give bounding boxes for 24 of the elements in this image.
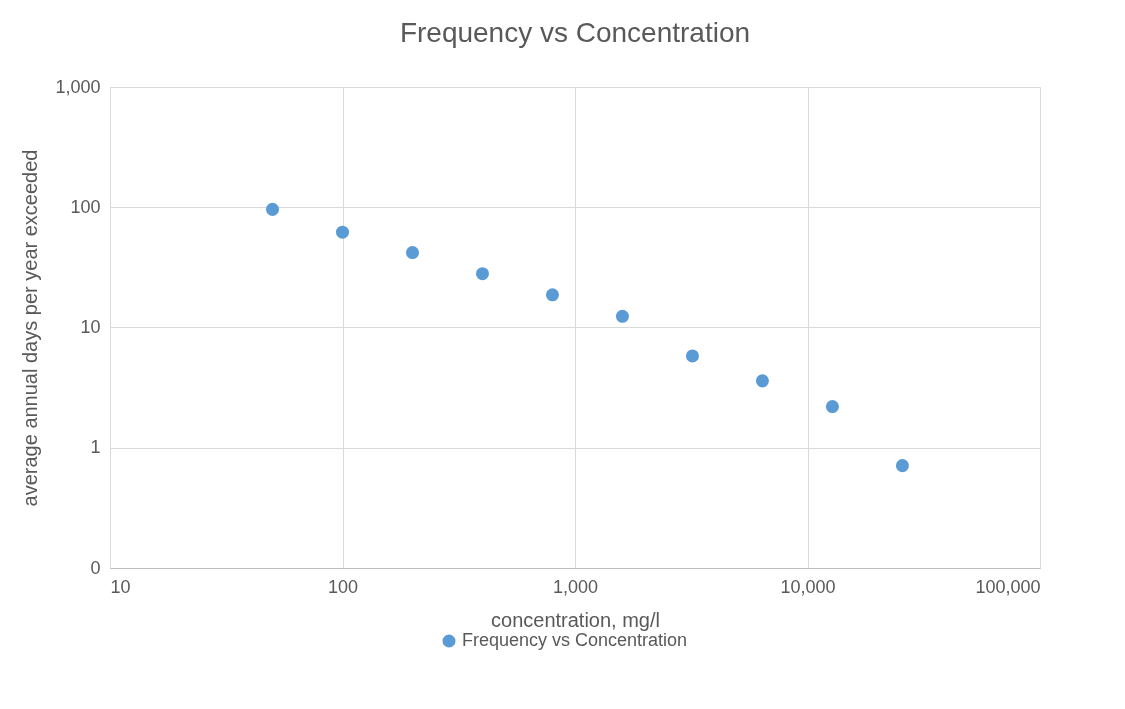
- y-axis-title: average annual days per year exceeded: [19, 149, 42, 507]
- chart-title: Frequency vs Concentration: [399, 17, 751, 48]
- point: [615, 309, 629, 323]
- point: [265, 202, 280, 216]
- point: [335, 225, 350, 239]
- y-tick-label: 1,000: [55, 76, 101, 97]
- legend-label: Frequency vs Concentration: [462, 630, 688, 650]
- y-tick-label: 1: [90, 437, 101, 458]
- point: [825, 400, 839, 414]
- point: [685, 349, 699, 363]
- point: [475, 267, 489, 281]
- point: [895, 459, 909, 473]
- x-tick-label: 100: [327, 576, 359, 597]
- x-tick-label: 100,000: [975, 576, 1041, 597]
- point: [545, 288, 559, 302]
- x-tick-label: 1,000: [552, 576, 599, 597]
- x-axis-title: concentration, mg/l: [491, 608, 660, 631]
- point: [405, 246, 420, 260]
- y-tick-label: 0: [90, 557, 101, 578]
- point: [755, 374, 769, 388]
- y-tick-label: 100: [70, 196, 101, 217]
- x-tick-label: 10: [110, 576, 131, 597]
- y-tick-label: 10: [80, 317, 101, 337]
- x-tick-label: 10,000: [780, 576, 836, 597]
